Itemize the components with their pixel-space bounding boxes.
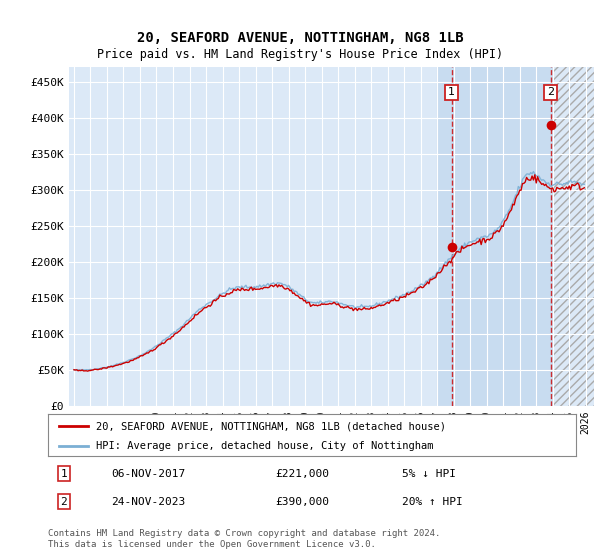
Bar bbox=[553, 67, 594, 406]
Text: £221,000: £221,000 bbox=[275, 469, 329, 479]
Text: 1: 1 bbox=[61, 469, 67, 479]
Text: £390,000: £390,000 bbox=[275, 497, 329, 507]
Text: 06-NOV-2017: 06-NOV-2017 bbox=[112, 469, 185, 479]
Text: 24-NOV-2023: 24-NOV-2023 bbox=[112, 497, 185, 507]
Text: Price paid vs. HM Land Registry's House Price Index (HPI): Price paid vs. HM Land Registry's House … bbox=[97, 48, 503, 60]
Text: 2: 2 bbox=[547, 87, 554, 97]
Text: 20% ↑ HPI: 20% ↑ HPI bbox=[402, 497, 463, 507]
Bar bbox=[553, 67, 594, 406]
Bar bbox=[437, 67, 553, 406]
Text: 5% ↓ HPI: 5% ↓ HPI bbox=[402, 469, 456, 479]
Text: Contains HM Land Registry data © Crown copyright and database right 2024.
This d: Contains HM Land Registry data © Crown c… bbox=[48, 529, 440, 549]
Text: 20, SEAFORD AVENUE, NOTTINGHAM, NG8 1LB (detached house): 20, SEAFORD AVENUE, NOTTINGHAM, NG8 1LB … bbox=[95, 421, 446, 431]
Text: 2: 2 bbox=[61, 497, 67, 507]
Text: 20, SEAFORD AVENUE, NOTTINGHAM, NG8 1LB: 20, SEAFORD AVENUE, NOTTINGHAM, NG8 1LB bbox=[137, 31, 463, 45]
Text: 1: 1 bbox=[448, 87, 455, 97]
Text: HPI: Average price, detached house, City of Nottingham: HPI: Average price, detached house, City… bbox=[95, 441, 433, 451]
